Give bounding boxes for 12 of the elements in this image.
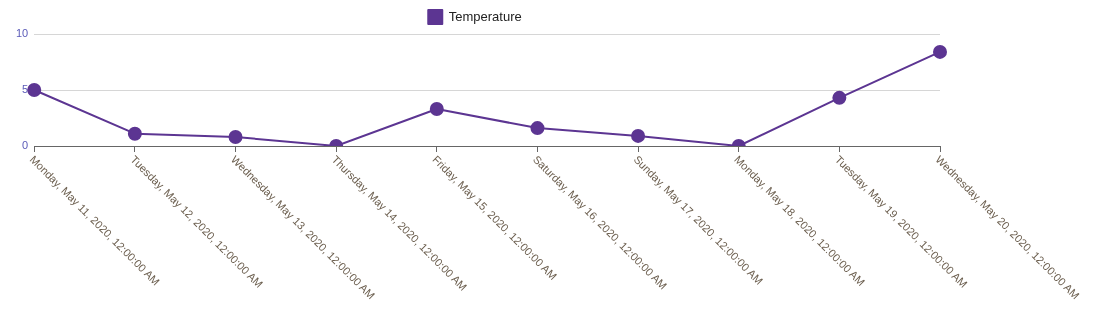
legend-label: Temperature (448, 8, 522, 24)
point (631, 128, 646, 143)
point (530, 121, 545, 136)
point (933, 44, 947, 59)
y-tick-label: 0 (22, 139, 29, 152)
point (228, 130, 243, 145)
y-tick-label: 10 (15, 27, 29, 40)
point (127, 126, 142, 141)
point (27, 83, 42, 97)
point (832, 90, 847, 105)
y-tick-label: 5 (22, 83, 29, 96)
point (429, 102, 444, 117)
